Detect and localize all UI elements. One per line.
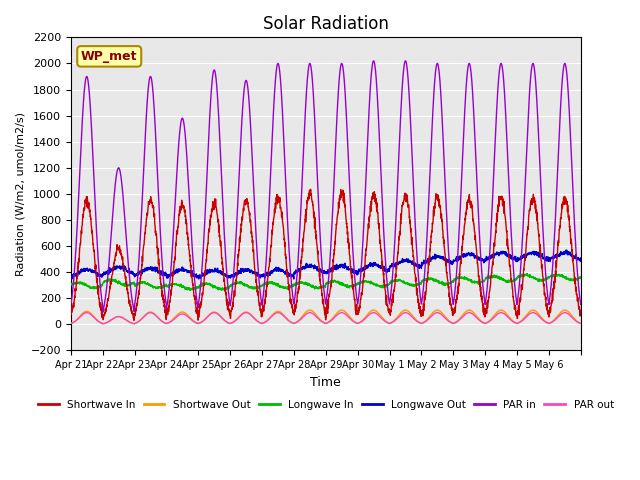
Y-axis label: Radiation (W/m2, umol/m2/s): Radiation (W/m2, umol/m2/s) [15, 112, 25, 276]
X-axis label: Time: Time [310, 376, 341, 389]
Text: WP_met: WP_met [81, 50, 138, 63]
Legend: Shortwave In, Shortwave Out, Longwave In, Longwave Out, PAR in, PAR out: Shortwave In, Shortwave Out, Longwave In… [33, 396, 618, 414]
Title: Solar Radiation: Solar Radiation [263, 15, 388, 33]
